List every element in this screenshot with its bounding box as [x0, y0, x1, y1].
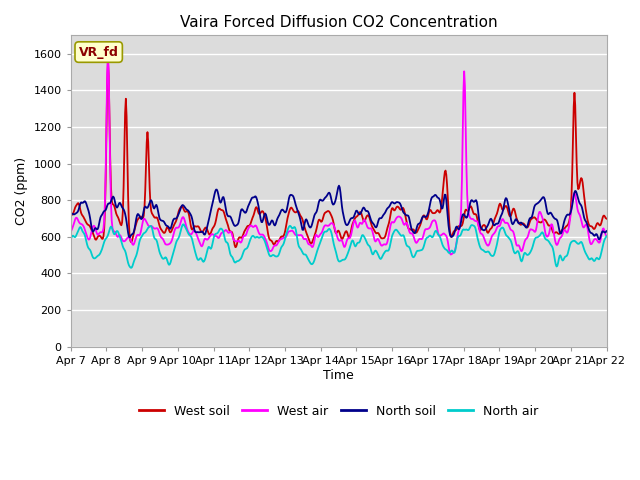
West air — [420, 230, 428, 236]
North air — [132, 252, 140, 258]
Line: North soil: North soil — [70, 186, 607, 240]
West air — [187, 231, 195, 237]
North air — [77, 224, 84, 230]
North soil — [186, 210, 194, 216]
Text: VR_fd: VR_fd — [79, 46, 118, 59]
West air — [104, 50, 112, 56]
North soil — [404, 213, 412, 219]
Line: West soil: West soil — [70, 61, 607, 247]
North soil — [132, 220, 140, 226]
West soil — [421, 213, 429, 219]
West air — [132, 234, 140, 240]
North soil — [67, 212, 74, 217]
West soil — [603, 216, 611, 221]
West air — [215, 235, 223, 240]
North soil — [335, 183, 343, 189]
West soil — [77, 207, 84, 213]
West air — [77, 221, 84, 227]
West soil — [215, 205, 223, 211]
Y-axis label: CO2 (ppm): CO2 (ppm) — [15, 157, 28, 225]
North air — [188, 234, 195, 240]
North soil — [595, 237, 603, 242]
X-axis label: Time: Time — [323, 369, 354, 382]
North air — [216, 227, 223, 232]
West soil — [67, 212, 74, 218]
North soil — [603, 228, 611, 234]
Line: North air: North air — [70, 224, 607, 268]
West air — [67, 229, 74, 235]
North soil — [214, 192, 222, 197]
West air — [603, 233, 611, 239]
North air — [67, 237, 74, 242]
North soil — [77, 201, 84, 206]
West soil — [187, 222, 195, 228]
Title: Vaira Forced Diffusion CO2 Concentration: Vaira Forced Diffusion CO2 Concentration — [180, 15, 497, 30]
Legend: West soil, West air, North soil, North air: West soil, West air, North soil, North a… — [134, 400, 543, 423]
North air — [421, 240, 429, 246]
North air — [127, 265, 135, 271]
Line: West air: West air — [70, 53, 607, 254]
West soil — [104, 59, 112, 64]
West air — [404, 225, 412, 231]
West soil — [232, 244, 239, 250]
North air — [603, 233, 611, 239]
West soil — [132, 220, 140, 226]
North air — [179, 221, 187, 227]
North air — [405, 244, 413, 250]
North soil — [420, 214, 428, 219]
West air — [447, 252, 454, 257]
West soil — [405, 226, 413, 232]
